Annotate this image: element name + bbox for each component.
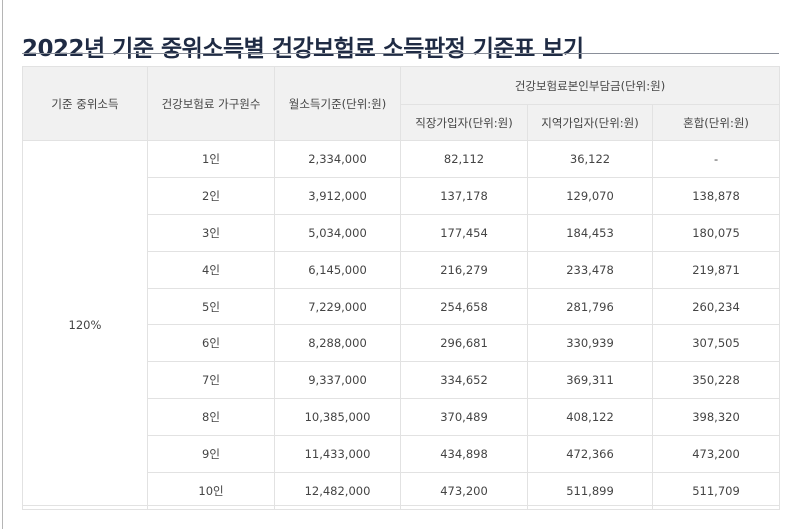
workplace-premium-cell: 334,652	[400, 361, 528, 400]
mixed-premium-cell: 307,505	[651, 324, 781, 363]
workplace-premium-cell: 370,489	[400, 398, 528, 437]
mixed-premium-cell: 180,075	[651, 213, 781, 252]
header-household-size: 건강보험료 가구원수	[147, 66, 275, 141]
table-row: 5인 7,229,000 254,658 281,796 260,234	[23, 287, 781, 326]
workplace-premium-cell: 434,898	[400, 435, 528, 474]
household-size-cell: 5인	[147, 287, 275, 326]
household-size-cell: 7인	[147, 361, 275, 400]
workplace-premium-cell: 473,200	[400, 472, 528, 510]
table-bottom-border	[22, 505, 779, 506]
regional-premium-cell: 408,122	[527, 398, 653, 437]
monthly-income-cell: 7,229,000	[274, 287, 401, 326]
household-size-cell: 6인	[147, 324, 275, 363]
table-row: 3인 5,034,000 177,454 184,453 180,075	[23, 213, 781, 252]
household-size-cell: 10인	[147, 472, 275, 510]
header-premium-group: 건강보험료본인부담금(단위:원)	[399, 66, 781, 105]
left-border-line	[2, 0, 3, 529]
table-row: 4인 6,145,000 216,279 233,478 219,871	[23, 250, 781, 289]
workplace-premium-cell: 296,681	[400, 324, 528, 363]
monthly-income-cell: 11,433,000	[274, 435, 401, 474]
table-row: 120% 1인 2,334,000 82,112 36,122-	[22, 140, 781, 510]
household-size-cell: 9인	[147, 435, 275, 474]
workplace-premium-cell: 254,658	[400, 287, 528, 326]
monthly-income-cell: 6,145,000	[274, 250, 401, 289]
household-size-cell: 3인	[147, 213, 275, 252]
regional-premium-cell: 281,796	[527, 287, 653, 326]
header-monthly-income: 월소득기준(단위:원)	[274, 66, 401, 141]
monthly-income-cell: 12,482,000	[274, 472, 401, 510]
regional-premium-cell: 233,478	[527, 250, 653, 289]
household-size-cell: 8인	[147, 398, 275, 437]
mixed-premium-cell: 219,871	[651, 250, 781, 289]
workplace-premium-cell: 82,112	[400, 140, 528, 178]
workplace-premium-cell: 216,279	[400, 250, 528, 289]
regional-premium-cell: 369,311	[527, 361, 653, 400]
table-row: 7인 9,337,000 334,652 369,311 350,228	[23, 361, 781, 400]
monthly-income-cell: 9,337,000	[274, 361, 401, 400]
regional-premium-cell: 330,939	[527, 324, 653, 363]
household-size-cell: 4인	[147, 250, 275, 289]
monthly-income-cell: 2,334,000	[274, 140, 401, 178]
regional-premium-cell: 511,899	[527, 472, 653, 510]
mixed-premium-cell: 350,228	[651, 361, 781, 400]
mixed-premium-cell: 473,200	[651, 435, 781, 474]
mixed-premium-cell: 260,234	[651, 287, 781, 326]
regional-premium-cell: 472,366	[527, 435, 653, 474]
workplace-premium-cell: 137,178	[400, 176, 528, 215]
header-median-income: 기준 중위소득	[22, 66, 148, 141]
household-size-cell: 2인	[147, 176, 275, 215]
monthly-income-cell: 3,912,000	[274, 176, 401, 215]
table-body: 120% 1인 2,334,000 82,112 36,122-2인 3,912,000 1…	[22, 140, 781, 510]
median-income-percent: 120%	[22, 140, 148, 510]
regional-premium-cell: 36,122	[527, 140, 653, 178]
table-row: 2인 3,912,000 137,178 129,070 138,878	[23, 176, 781, 215]
workplace-premium-cell: 177,454	[400, 213, 528, 252]
monthly-income-cell: 10,385,000	[274, 398, 401, 437]
regional-premium-cell: 184,453	[527, 213, 653, 252]
header-regional: 지역가입자(단위:원)	[527, 104, 653, 141]
mixed-premium-cell: 511,709	[651, 472, 781, 510]
header-workplace: 직장가입자(단위:원)	[400, 104, 528, 141]
income-criteria-table: 기준 중위소득 건강보험료 가구원수 월소득기준(단위:원) 건강보험료본인부담…	[22, 66, 781, 510]
table-row: 10인 12,482,000 473,200 511,899 511,709	[23, 472, 781, 510]
page-title: 2022년 기준 중위소득별 건강보험료 소득판정 기준표 보기	[22, 36, 584, 63]
mixed-premium-cell: 138,878	[651, 176, 781, 215]
header-mixed: 혼합(단위:원)	[651, 104, 781, 141]
household-size-cell: 1인	[147, 140, 275, 178]
mixed-premium-cell: -	[651, 140, 781, 178]
table-row: 6인 8,288,000 296,681 330,939 307,505	[23, 324, 781, 363]
monthly-income-cell: 5,034,000	[274, 213, 401, 252]
monthly-income-cell: 8,288,000	[274, 324, 401, 363]
regional-premium-cell: 129,070	[527, 176, 653, 215]
mixed-premium-cell: 398,320	[651, 398, 781, 437]
title-divider	[22, 53, 779, 54]
